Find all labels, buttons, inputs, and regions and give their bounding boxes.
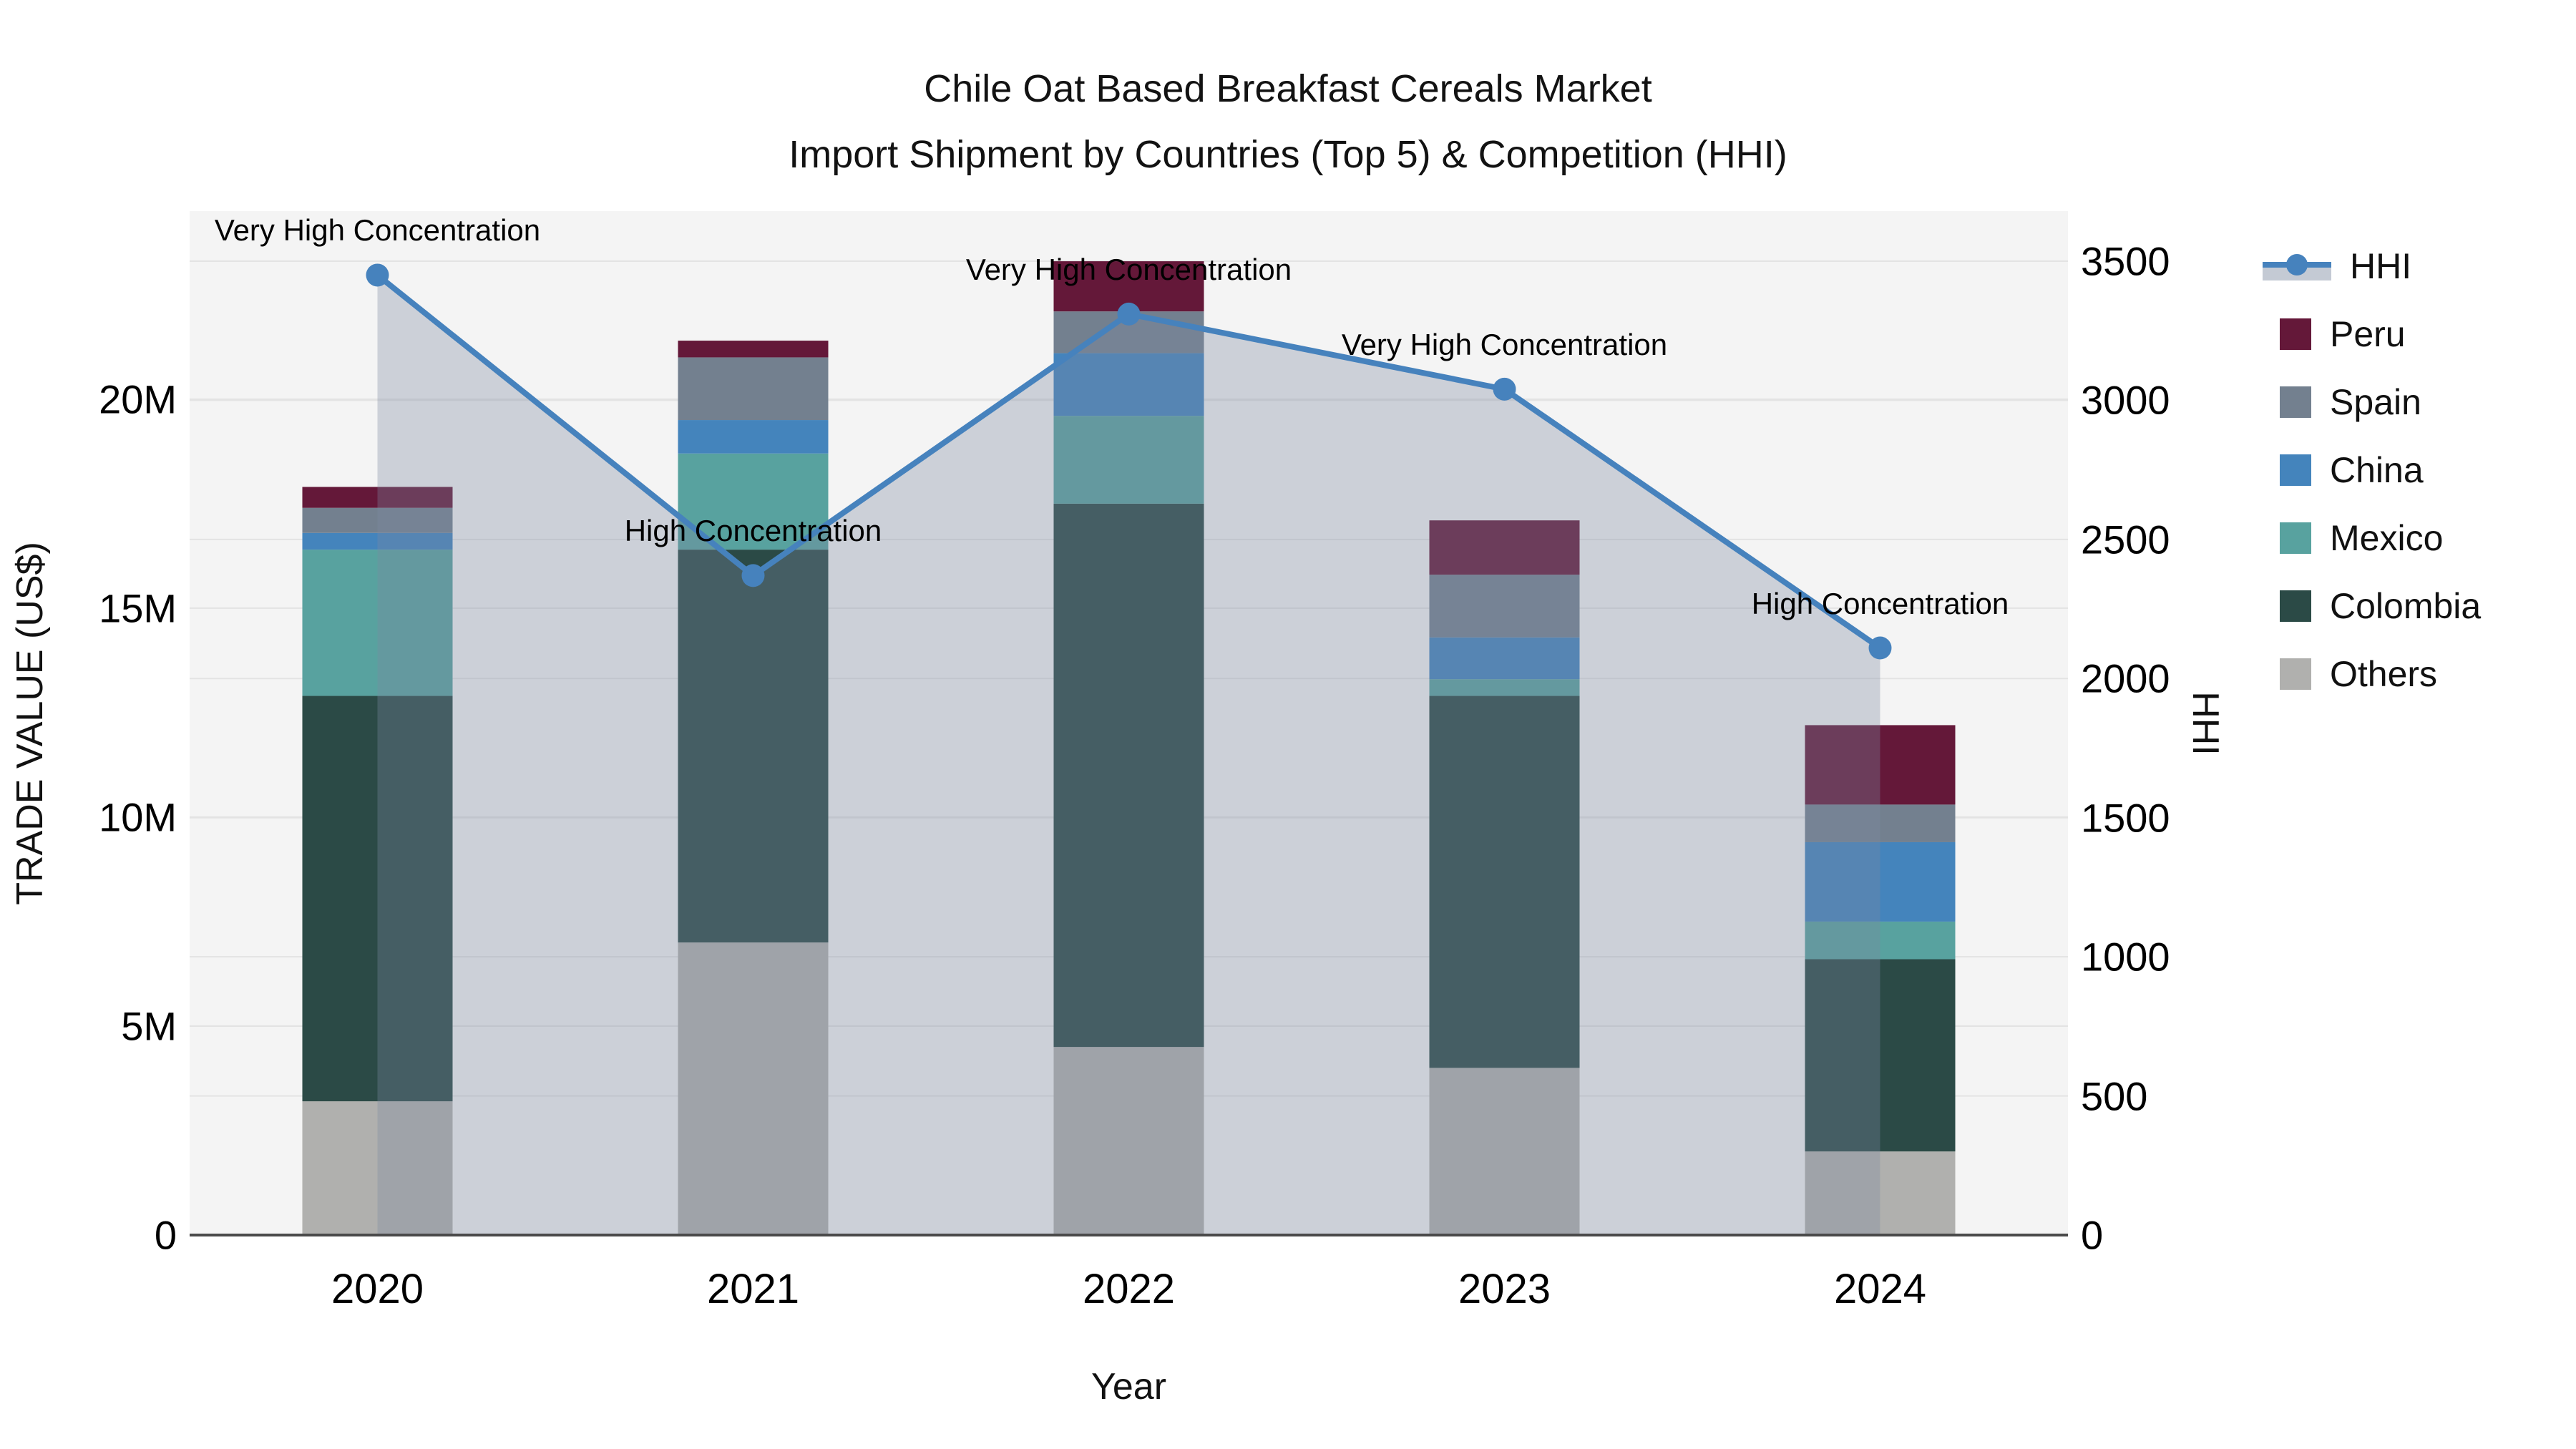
bar-segment-peru: [1805, 725, 1956, 805]
bar-segment-colombia: [1429, 696, 1580, 1068]
y-left-tick-label: 20M: [99, 376, 177, 422]
bar-segment-peru: [678, 341, 829, 358]
chart-title-line1: Chile Oat Based Breakfast Cereals Market: [924, 67, 1652, 110]
bar-segment-china: [1805, 841, 1956, 922]
legend-swatch-china: [2280, 454, 2311, 486]
hhi-annotation: Very High Concentration: [965, 252, 1292, 286]
chart-title: Chile Oat Based Breakfast Cereals Market…: [0, 56, 2576, 187]
y-left-tick-label: 0: [154, 1212, 177, 1258]
x-tick-label: 2021: [706, 1266, 800, 1312]
legend-swatch-others: [2280, 658, 2311, 690]
y-right-tick-label: 0: [2081, 1212, 2104, 1258]
bar-segment-spain: [678, 357, 829, 421]
legend-label: China: [2330, 450, 2424, 490]
legend-item-colombia[interactable]: Colombia: [2263, 585, 2481, 627]
bar-segment-china: [1429, 637, 1580, 680]
bar-segment-spain: [1805, 804, 1956, 842]
bar-segment-mexico: [1429, 679, 1580, 696]
bar-segment-colombia: [302, 696, 453, 1102]
x-tick-label: 2024: [1833, 1266, 1927, 1312]
legend-item-mexico[interactable]: Mexico: [2263, 517, 2443, 559]
hhi-annotation: Very High Concentration: [1341, 327, 1668, 361]
y-right-tick-label: 3500: [2081, 238, 2170, 284]
legend-swatch-spain: [2280, 386, 2311, 418]
x-tick-label: 2022: [1082, 1266, 1176, 1312]
bar-segment-china: [1053, 353, 1204, 416]
bar-segment-others: [1429, 1068, 1580, 1235]
legend-label: Colombia: [2330, 586, 2482, 626]
legend-label: Spain: [2330, 382, 2421, 422]
hhi-annotation: Very High Concentration: [214, 213, 541, 248]
hhi-marker: [366, 263, 389, 287]
legend-swatch-colombia: [2280, 590, 2311, 622]
legend-hhi-line-icon: [2263, 249, 2331, 283]
legend-label: Mexico: [2330, 518, 2444, 558]
y-right-tick-label: 1000: [2081, 934, 2170, 980]
bar-segment-peru: [302, 487, 453, 508]
bar-segment-mexico: [302, 550, 453, 696]
y-left-tick-label: 5M: [121, 1003, 177, 1049]
x-tick-label: 2023: [1458, 1266, 1551, 1312]
legend-item-spain[interactable]: Spain: [2263, 381, 2421, 423]
y-right-axis-title: HHI: [2185, 691, 2226, 756]
bar-segment-spain: [302, 507, 453, 533]
bar-segment-others: [1805, 1151, 1956, 1235]
bar-segment-china: [302, 532, 453, 550]
legend-item-hhi[interactable]: HHI: [2263, 245, 2411, 287]
bar-segment-others: [1053, 1047, 1204, 1235]
bar-segment-peru: [1429, 520, 1580, 575]
bar-segment-colombia: [1053, 503, 1204, 1048]
legend-item-peru[interactable]: Peru: [2263, 313, 2406, 355]
legend-swatch-mexico: [2280, 522, 2311, 554]
hhi-marker: [1868, 636, 1892, 660]
hhi-marker: [1493, 377, 1516, 401]
y-right-tick-label: 1500: [2081, 795, 2170, 841]
y-right-tick-label: 2000: [2081, 655, 2170, 701]
y-left-axis-title: TRADE VALUE (US$): [9, 541, 51, 905]
legend-item-others[interactable]: Others: [2263, 653, 2437, 695]
legend-label: Others: [2330, 654, 2438, 694]
bar-segment-others: [302, 1101, 453, 1235]
bar-segment-colombia: [678, 550, 829, 943]
legend-label: HHI: [2350, 246, 2412, 286]
bar-segment-others: [678, 942, 829, 1235]
hhi-annotation: High Concentration: [624, 514, 882, 548]
chart-title-line2: Import Shipment by Countries (Top 5) & C…: [789, 133, 1787, 176]
hhi-marker: [1117, 302, 1141, 326]
bar-segment-china: [678, 420, 829, 454]
bar-segment-spain: [1429, 575, 1580, 638]
legend-swatch-peru: [2280, 318, 2311, 350]
y-right-tick-label: 500: [2081, 1073, 2148, 1119]
y-left-tick-label: 10M: [99, 794, 177, 840]
hhi-area-fill: [377, 275, 1880, 1235]
legend-hhi-marker-icon: [2286, 254, 2308, 275]
bar-segment-colombia: [1805, 959, 1956, 1152]
legend-item-china[interactable]: China: [2263, 449, 2424, 491]
hhi-marker: [741, 564, 765, 587]
bar-segment-mexico: [1805, 921, 1956, 960]
bar-segment-mexico: [1053, 416, 1204, 504]
legend-label: Peru: [2330, 314, 2406, 354]
hhi-annotation: High Concentration: [1751, 586, 2009, 620]
x-axis-title: Year: [1091, 1366, 1167, 1407]
x-tick-label: 2020: [331, 1266, 424, 1312]
y-left-tick-label: 15M: [99, 585, 177, 631]
y-right-tick-label: 3000: [2081, 377, 2170, 423]
y-right-tick-label: 2500: [2081, 517, 2170, 562]
